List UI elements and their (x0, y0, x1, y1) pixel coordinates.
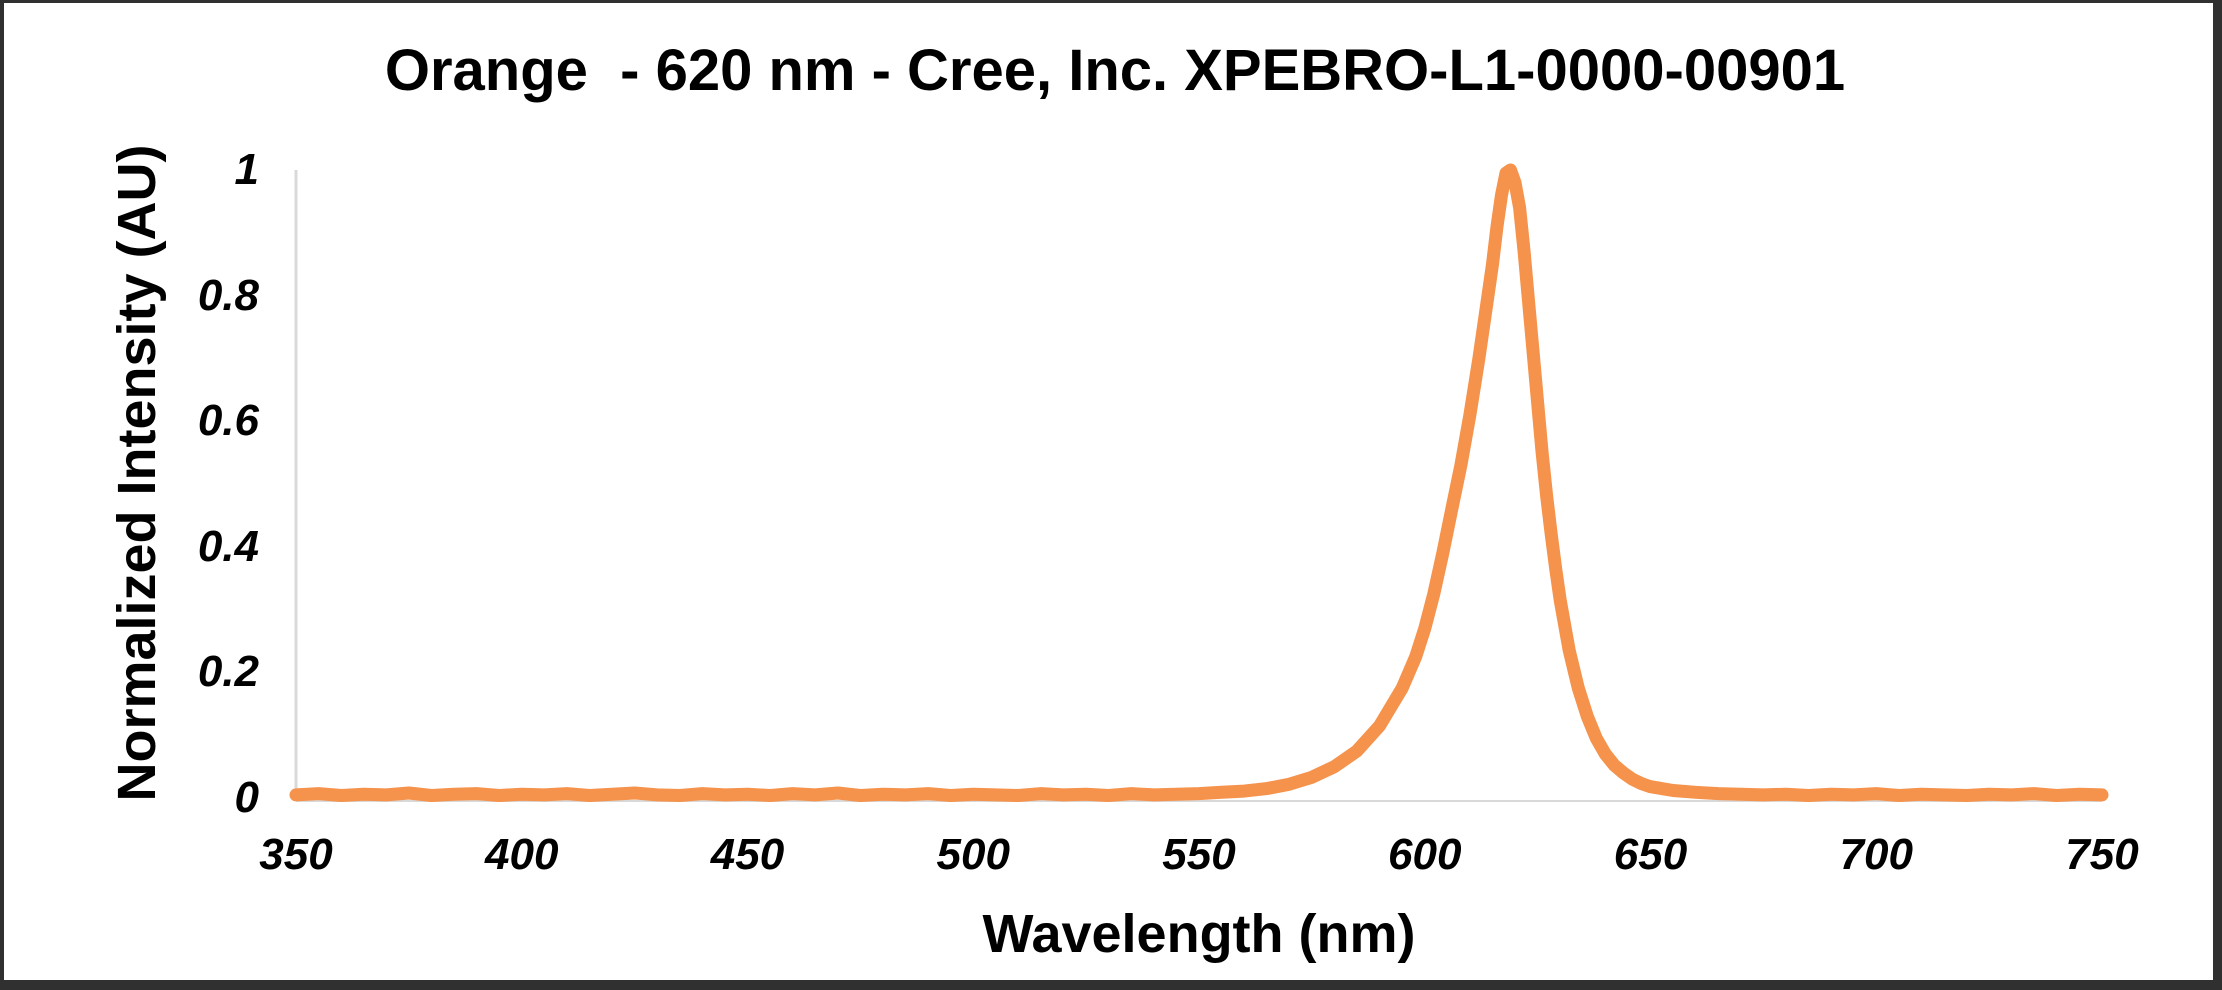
x-tick-label: 400 (485, 830, 559, 879)
x-axis-title: Wavelength (nm) (982, 904, 1416, 964)
x-tick-label: 550 (1162, 830, 1236, 879)
x-tick-label: 700 (1839, 830, 1913, 879)
y-tick-label: 0.2 (197, 647, 259, 697)
x-tick-label: 600 (1388, 830, 1462, 879)
spectrum-line (289, 163, 2109, 802)
y-tick-label: 0.4 (197, 521, 259, 571)
plot-area (289, 163, 2109, 802)
y-tick-label: 0 (234, 773, 259, 822)
y-tick-label: 0.8 (197, 270, 259, 320)
x-tick-label: 350 (259, 830, 333, 879)
y-tick-label: 0.6 (197, 396, 259, 446)
x-tick-label: 750 (2065, 830, 2139, 879)
x-tick-label: 450 (710, 830, 785, 879)
x-tick-label: 650 (1613, 830, 1688, 879)
y-tick-label: 1 (234, 145, 259, 194)
x-tick-label: 500 (936, 830, 1010, 879)
chart-title: Orange - 620 nm - Cree, Inc. XPEBRO-L1-0… (384, 38, 1846, 103)
